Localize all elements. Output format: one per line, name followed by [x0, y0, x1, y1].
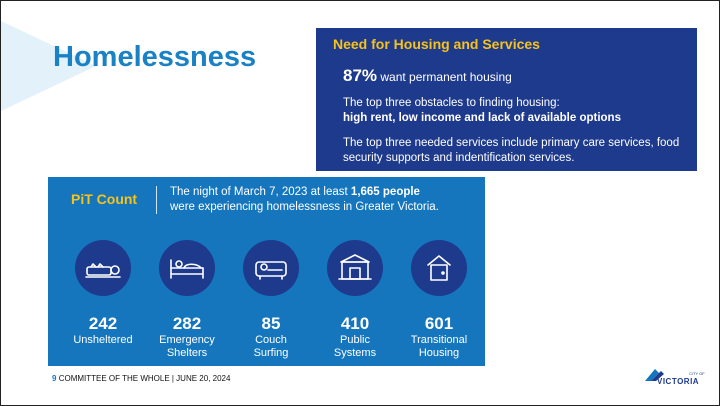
stat-value: 410	[340, 314, 370, 333]
obstacles-list: high rent, low income and lack of availa…	[343, 112, 621, 124]
stat-couch-surfing: 85 Couch Surfing	[226, 314, 316, 360]
stat-public-systems: 410 Public Systems	[310, 314, 400, 360]
stat-value: 242	[88, 314, 118, 333]
stat-label-2: Surfing	[253, 347, 289, 359]
services-text: The top three needed services include pr…	[343, 137, 680, 164]
door-icon	[411, 240, 467, 296]
pit-desc-post: were experiencing homelessness in Greate…	[170, 201, 439, 213]
couch-icon	[243, 240, 299, 296]
need-panel: Need for Housing and Services 87% want p…	[316, 28, 697, 171]
pit-description: The night of March 7, 2023 at least 1,66…	[170, 185, 439, 215]
city-logo-icon	[645, 369, 664, 381]
page-title: Homelessness	[53, 41, 257, 73]
stat-percent: 87%	[343, 66, 378, 85]
stat-label: Public	[340, 334, 370, 346]
stat-text: want permanent housing	[380, 70, 512, 84]
stat-value: 85	[261, 314, 281, 333]
pit-desc-pre: The night of March 7, 2023 at least	[170, 186, 351, 198]
stat-label-2: Housing	[418, 347, 460, 359]
logo-city: CITY OF	[689, 371, 705, 376]
stat-label: Couch	[255, 334, 287, 346]
logo-name: VICTORIA	[657, 377, 700, 386]
stat-label: Transitional	[410, 334, 468, 346]
stat-unsheltered: 242 Unsheltered	[58, 314, 148, 347]
stat-value: 282	[172, 314, 202, 333]
stat-label: Emergency	[159, 334, 215, 346]
footer-text: COMMITTEE OF THE WHOLE | JUNE 20, 2024	[58, 374, 231, 383]
stat-transitional-housing: 601 Transitional Housing	[394, 314, 484, 360]
obstacles-intro: The top three obstacles to finding housi…	[343, 97, 560, 109]
stat-label-2: Shelters	[166, 347, 208, 359]
pit-title: PiT Count	[71, 191, 138, 207]
need-title: Need for Housing and Services	[333, 36, 540, 52]
stat-label: Unsheltered	[73, 334, 133, 346]
stat-label-2: Systems	[333, 347, 377, 359]
footer: 9 COMMITTEE OF THE WHOLE | JUNE 20, 2024	[52, 374, 230, 383]
pit-desc-bold: 1,665 people	[350, 186, 420, 198]
obstacles-text: The top three obstacles to finding housi…	[343, 96, 621, 126]
bed-icon	[159, 240, 215, 296]
decorative-triangle	[1, 21, 96, 111]
stat-value: 601	[424, 314, 454, 333]
pit-divider	[156, 186, 157, 214]
sleeping-person-icon	[75, 240, 131, 296]
stat-emergency-shelters: 282 Emergency Shelters	[142, 314, 232, 360]
page-number: 9	[52, 374, 57, 383]
permanent-housing-stat: 87% want permanent housing	[343, 66, 512, 86]
pit-count-panel: PiT Count The night of March 7, 2023 at …	[48, 177, 485, 366]
building-icon	[327, 240, 383, 296]
